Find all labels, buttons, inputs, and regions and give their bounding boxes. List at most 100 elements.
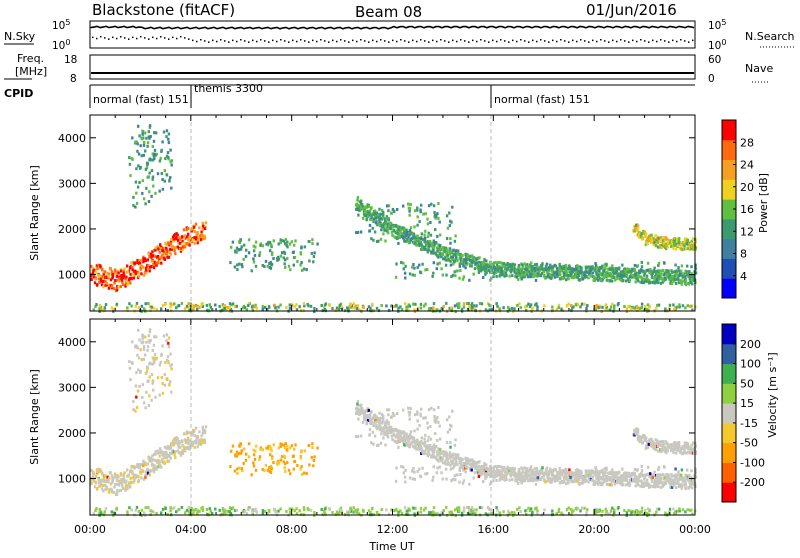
power-cell xyxy=(168,256,170,259)
velocity-cell xyxy=(284,462,286,465)
power-cell xyxy=(414,303,416,306)
velocity-cell xyxy=(286,461,288,464)
power-cell xyxy=(241,263,243,266)
power-cell xyxy=(611,280,613,283)
search-noise-point xyxy=(508,41,510,43)
velocity-cell xyxy=(273,443,275,446)
velocity-cell xyxy=(117,490,119,493)
power-cell xyxy=(136,302,138,305)
search-noise-point xyxy=(256,41,258,43)
velocity-cell xyxy=(618,471,620,474)
power-cell xyxy=(559,278,561,281)
search-noise-point xyxy=(568,41,570,43)
velocity-cell xyxy=(404,438,406,441)
power-cell xyxy=(242,306,244,309)
power-cell xyxy=(186,305,188,308)
power-cell xyxy=(569,272,571,275)
range-tick-label: 2000 xyxy=(58,223,86,236)
colorbar-tick-label: 20 xyxy=(740,181,754,194)
search-noise-point xyxy=(576,41,578,43)
power-cell xyxy=(542,268,544,271)
velocity-cell xyxy=(278,447,280,450)
power-cell xyxy=(368,230,370,233)
power-cell xyxy=(244,306,246,309)
velocity-cell xyxy=(126,487,128,490)
power-cell xyxy=(236,305,238,308)
search-noise-point xyxy=(148,38,150,40)
power-cell xyxy=(300,253,302,256)
velocity-cell xyxy=(396,441,398,444)
velocity-cell xyxy=(161,353,163,356)
power-cell xyxy=(473,273,475,276)
search-noise-point xyxy=(552,40,554,42)
power-heatmap-cells xyxy=(90,124,697,313)
velocity-cell xyxy=(148,456,150,459)
colorbar-tick-label: 4 xyxy=(740,270,747,283)
power-cell xyxy=(669,304,671,307)
search-noise-point xyxy=(268,41,270,43)
power-cell xyxy=(641,265,643,268)
colorbar-tick-label: 8 xyxy=(740,248,747,261)
velocity-cell xyxy=(382,418,384,421)
velocity-cell xyxy=(152,458,154,461)
search-noise-point xyxy=(156,38,158,40)
velocity-cell xyxy=(441,457,443,460)
velocity-cell xyxy=(130,481,132,484)
power-cell xyxy=(130,277,132,280)
power-cell xyxy=(140,272,142,275)
power-cell xyxy=(674,278,676,281)
power-cell xyxy=(651,276,653,279)
velocity-cell xyxy=(159,455,161,458)
velocity-cell xyxy=(428,408,430,411)
power-cell xyxy=(138,153,140,156)
power-cell xyxy=(376,240,378,243)
power-cell xyxy=(685,283,687,286)
power-cell xyxy=(164,169,166,172)
velocity-cell xyxy=(659,440,661,443)
power-cell xyxy=(441,253,443,256)
velocity-cell xyxy=(382,429,384,432)
velocity-cell xyxy=(498,465,500,468)
velocity-cell xyxy=(427,426,429,429)
power-cell xyxy=(308,240,310,243)
velocity-cell xyxy=(165,452,167,455)
velocity-cell xyxy=(471,469,473,472)
velocity-cell xyxy=(202,432,204,435)
velocity-cell xyxy=(238,444,240,447)
power-cell xyxy=(143,308,145,311)
power-cell xyxy=(666,275,668,278)
velocity-cell xyxy=(151,464,153,467)
search-noise-point xyxy=(228,41,230,43)
power-cell xyxy=(143,144,145,147)
velocity-cell xyxy=(183,446,185,449)
power-cell xyxy=(270,264,272,267)
velocity-cell xyxy=(372,443,374,446)
power-cell xyxy=(382,214,384,217)
velocity-cell xyxy=(285,442,287,445)
power-cell xyxy=(672,303,674,306)
power-cell xyxy=(677,244,679,247)
velocity-cell xyxy=(671,475,673,478)
power-cell xyxy=(445,274,447,277)
power-cell xyxy=(273,239,275,242)
power-cell xyxy=(672,247,674,250)
power-cell xyxy=(147,258,149,261)
power-cell xyxy=(234,250,236,253)
velocity-cell xyxy=(451,410,453,413)
power-cell xyxy=(609,267,611,270)
velocity-cell xyxy=(114,483,116,486)
search-noise-point xyxy=(492,40,494,42)
power-cell xyxy=(621,274,623,277)
power-cell xyxy=(427,222,429,225)
search-noise-point xyxy=(540,39,542,41)
power-cell xyxy=(646,275,648,278)
power-cell xyxy=(633,306,635,309)
power-cell xyxy=(454,234,456,237)
power-cell xyxy=(583,303,585,306)
velocity-cell xyxy=(106,486,108,489)
search-noise-point xyxy=(440,39,442,41)
velocity-cell xyxy=(410,430,412,433)
velocity-cell xyxy=(415,448,417,451)
velocity-cell xyxy=(537,476,539,479)
power-cell xyxy=(137,164,139,167)
